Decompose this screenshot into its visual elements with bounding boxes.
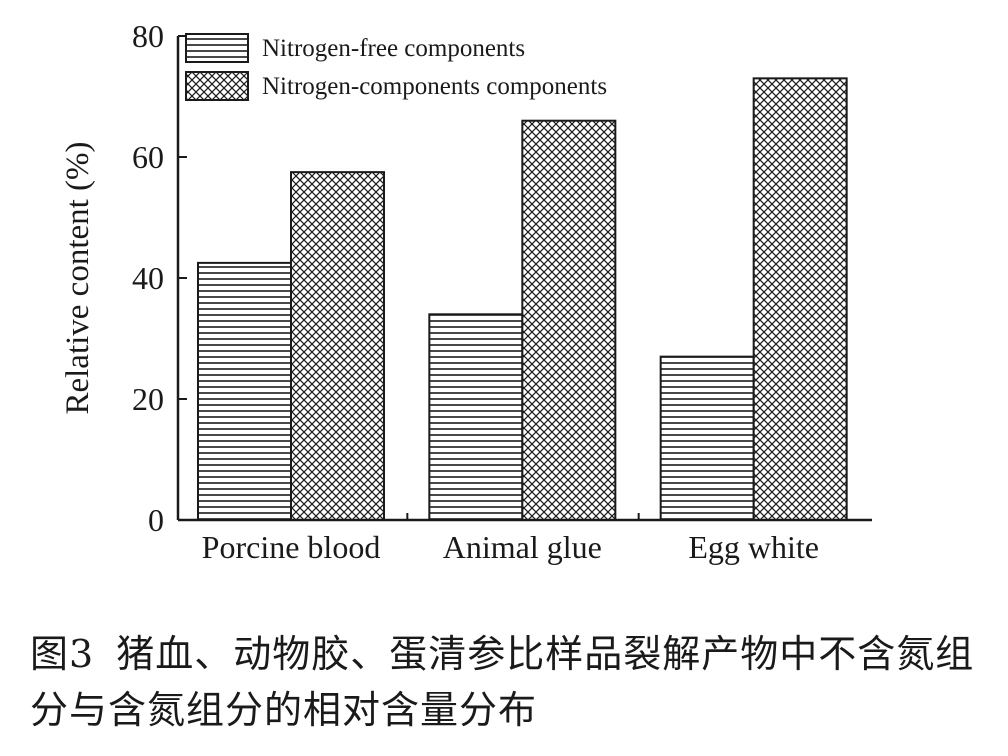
bar-chart: 0 20 40 60 80 Porcine blood Animal glue Egg whi… xyxy=(60,18,872,565)
bar-nitrogen-1 xyxy=(290,171,385,521)
legend-swatch-1 xyxy=(185,33,249,63)
y-tick-label: 80 xyxy=(132,18,164,54)
bar-nitrogen-free-1 xyxy=(197,261,292,521)
bar-nitrogen-free-2 xyxy=(428,313,524,521)
figure-caption: 图3 猪血、动物胶、蛋清参比样品裂解产物中不含氮组分与含氮组分的相对含量分布 xyxy=(30,626,990,738)
bars-group xyxy=(197,77,848,521)
legend-label-1: Nitrogen-free components xyxy=(262,35,525,62)
figure-number: 图3 xyxy=(30,632,95,676)
legend-swatch-2 xyxy=(185,71,249,101)
y-axis-label: Relative content (%) xyxy=(60,141,96,414)
bar-nitrogen-3 xyxy=(752,77,848,521)
y-tick-label: 60 xyxy=(132,139,164,175)
x-tick-label: Porcine blood xyxy=(202,529,381,565)
legend: Nitrogen-free components Nitrogen-compone… xyxy=(185,33,607,101)
y-tick-label: 20 xyxy=(132,381,164,417)
x-tick-label: Egg white xyxy=(688,529,819,565)
y-tick-label: 40 xyxy=(132,260,164,296)
ticks-group: 0 20 40 60 80 Porcine blood Animal glue Egg whi… xyxy=(132,18,819,565)
x-tick-label: Animal glue xyxy=(443,529,602,565)
y-tick-label: 0 xyxy=(148,502,164,538)
bar-nitrogen-free-3 xyxy=(659,355,755,521)
caption-text: 猪血、动物胶、蛋清参比样品裂解产物中不含氮组分与含氮组分的相对含量分布 xyxy=(30,632,975,732)
bar-nitrogen-2 xyxy=(521,119,617,521)
legend-label-2: Nitrogen-components components xyxy=(262,73,607,100)
